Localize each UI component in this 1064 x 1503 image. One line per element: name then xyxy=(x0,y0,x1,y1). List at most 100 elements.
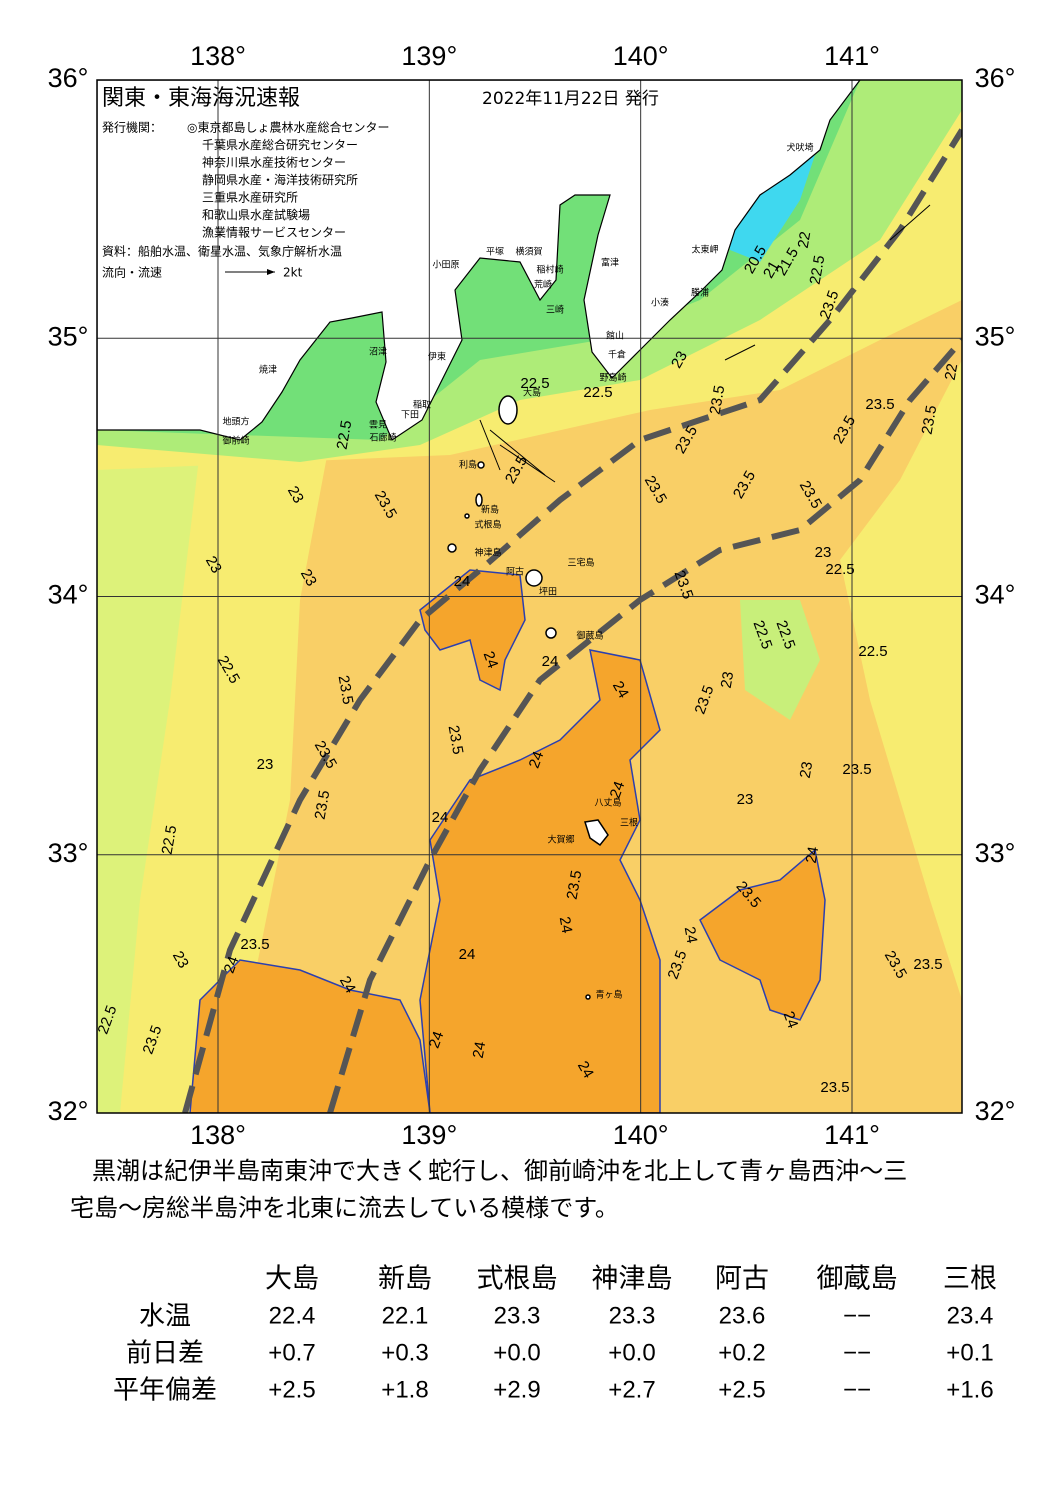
land xyxy=(97,80,861,441)
island xyxy=(477,461,485,469)
flow-scale-arrowhead xyxy=(267,269,275,275)
place-name: 新島 xyxy=(481,504,499,516)
island xyxy=(447,543,457,553)
contour-label: 23.5 xyxy=(865,396,894,413)
sea-zone xyxy=(97,430,200,1113)
source: 資料：船舶水温、衛星水温、気象庁解析水温 xyxy=(102,244,342,259)
table-cell: +0.0 xyxy=(608,1339,655,1366)
place-name: 小田原 xyxy=(432,260,459,271)
place-name: 八丈島 xyxy=(594,797,621,809)
contour-label: 23 xyxy=(169,948,192,971)
contour-label: 22.5 xyxy=(520,375,549,392)
contour-label: 24 xyxy=(607,779,629,800)
title: 関東・東海海況速報 xyxy=(102,86,300,111)
place-name: 阿古 xyxy=(506,566,524,578)
place-name: 青ヶ島 xyxy=(595,989,622,1001)
contour-label: 24 xyxy=(542,653,559,670)
contour-label: 23.5 xyxy=(707,384,729,416)
place-name: 千倉 xyxy=(608,349,626,361)
axes: 138° 138° 139° 139° 140° 140° 141° 141° 36° 36° 35… xyxy=(48,41,1016,1150)
lon-label: 141° xyxy=(824,1120,880,1150)
row-label: 平年偏差 xyxy=(113,1376,217,1406)
issuer: 三重県水産研究所 xyxy=(202,190,298,205)
row-label: 水温 xyxy=(139,1302,191,1332)
table-cell: +2.5 xyxy=(268,1376,315,1403)
contour-label: 24 xyxy=(780,1009,802,1030)
warm-region xyxy=(419,649,661,1113)
contour-label: 24 xyxy=(454,573,471,590)
lon-label: 138° xyxy=(190,1120,246,1150)
lat-label: 36° xyxy=(975,63,1016,93)
table-cell: +0.2 xyxy=(718,1339,765,1366)
island xyxy=(545,627,557,639)
kuroshio-path xyxy=(182,128,962,1113)
table-cell: +1.6 xyxy=(946,1376,993,1403)
table-cell: +0.3 xyxy=(381,1339,428,1366)
table-cell: +1.8 xyxy=(381,1376,428,1403)
place-name: 利島 xyxy=(459,459,477,471)
column-header: 式根島 xyxy=(477,1264,558,1295)
place-name: 横須賀 xyxy=(515,246,542,258)
place-name: 下田 xyxy=(401,410,419,421)
contour-label: 22.5 xyxy=(825,561,854,578)
table-cell: −− xyxy=(843,1339,871,1366)
flow-arrow xyxy=(724,344,756,361)
contour-label: 22.5 xyxy=(334,419,356,451)
contour-label: 24 xyxy=(480,649,502,670)
place-name: 御前崎 xyxy=(222,435,249,447)
lon-label: 139° xyxy=(401,1120,457,1150)
table-cell: 23.3 xyxy=(609,1302,656,1329)
place-name: 小湊 xyxy=(651,297,669,309)
island xyxy=(475,493,483,507)
table-cell: +0.0 xyxy=(493,1339,540,1366)
kuroshio-axis xyxy=(182,128,962,1113)
place-name: 勝浦 xyxy=(691,287,709,299)
issuer: 静岡県水産・海洋技術研究所 xyxy=(202,172,358,187)
lat-label: 36° xyxy=(48,63,89,93)
contour-label: 23 xyxy=(202,553,225,576)
contour-label: 24 xyxy=(221,954,243,975)
islands xyxy=(447,395,609,1000)
table-cell: 22.1 xyxy=(382,1302,429,1329)
island xyxy=(525,569,543,587)
contour-label: 22 xyxy=(795,230,815,249)
contour-label: 23 xyxy=(257,756,274,773)
contour-label: 24 xyxy=(609,678,632,701)
flow-arrow xyxy=(489,429,546,476)
warm-water xyxy=(189,569,826,1113)
contour-label: 24 xyxy=(470,1040,490,1059)
lon-label: 140° xyxy=(613,41,669,71)
contour-label: 24 xyxy=(803,845,823,864)
sea-zone xyxy=(740,600,820,720)
lon-label: 138° xyxy=(190,41,246,71)
lon-label: 139° xyxy=(401,41,457,71)
place-name: 館山 xyxy=(606,330,624,342)
contour-label: 23.5 xyxy=(564,869,586,901)
contour-label: 24 xyxy=(432,809,449,826)
place-name: 地頭方 xyxy=(222,416,249,428)
lon-label: 140° xyxy=(613,1120,669,1150)
table-cell: +0.1 xyxy=(946,1339,993,1366)
issuer: 漁業情報サービスセンター xyxy=(202,226,346,240)
flow-arrow xyxy=(479,419,501,471)
contour-label: 21 xyxy=(760,258,783,281)
place-name: 三根 xyxy=(620,817,638,829)
sea-zone xyxy=(840,360,962,1000)
contour-label: 24 xyxy=(426,1029,448,1050)
table-cell: 23.3 xyxy=(494,1302,541,1329)
place-name: 稲村崎 xyxy=(536,264,563,276)
lat-label: 34° xyxy=(48,580,89,610)
map-frame xyxy=(96,79,963,1114)
warm-region xyxy=(699,848,826,1021)
contour-label: 23 xyxy=(718,670,738,689)
table-cell: +0.7 xyxy=(268,1339,315,1366)
lat-label: 33° xyxy=(975,838,1016,868)
column-header: 阿古 xyxy=(715,1264,769,1295)
place-name: 石廊崎 xyxy=(369,432,396,444)
contour-label: 24 xyxy=(574,1058,597,1081)
flow-vectors xyxy=(479,204,931,483)
warm-region xyxy=(189,959,431,1113)
